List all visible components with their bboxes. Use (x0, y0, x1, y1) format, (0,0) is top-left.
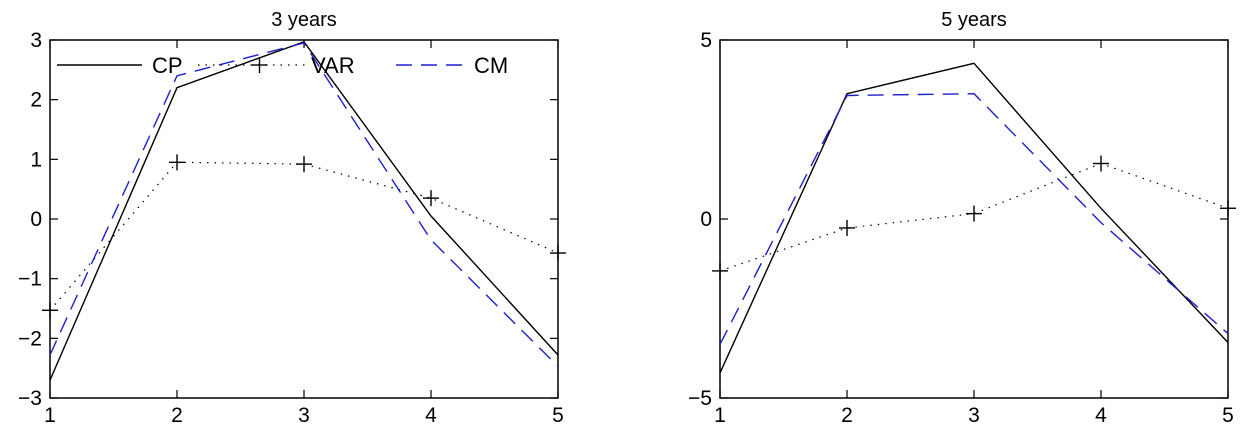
series-line-var (49, 161, 559, 311)
data-point-marker (550, 245, 566, 262)
data-point-marker (966, 205, 982, 222)
legend-label: VAR (311, 53, 355, 78)
data-point-marker (712, 262, 728, 279)
data-point-marker (1220, 200, 1236, 217)
y-tick-label: 0 (30, 208, 42, 231)
x-tick-label: 5 (552, 404, 564, 427)
x-tick-label: 5 (1222, 404, 1234, 427)
legend-label: CP (152, 53, 183, 78)
legend-label: CM (474, 53, 508, 78)
series-line-cp (49, 40, 559, 381)
panel-b: 5 years 1 2 3 4 5 5 0 −5 (688, 9, 1236, 427)
x-tick-label: 1 (44, 404, 56, 427)
x-tick-label: 3 (298, 404, 310, 427)
x-tick-label: 4 (425, 404, 437, 427)
data-point-marker (296, 156, 312, 173)
plot-frame (49, 39, 559, 399)
x-tick-label: 3 (968, 404, 980, 427)
y-tick-label: 3 (30, 29, 42, 52)
series-line-series-3 (719, 92, 1229, 345)
y-tick-label: −3 (18, 387, 42, 410)
y-tick-label: 1 (30, 148, 42, 171)
data-point-marker (839, 219, 855, 236)
y-tick-label: −5 (688, 387, 712, 410)
y-tick-label: 2 (30, 89, 42, 112)
y-tick-label: −2 (18, 327, 42, 350)
series-line-cm (49, 42, 559, 367)
x-tick-label: 2 (171, 404, 183, 427)
data-point-marker (1093, 155, 1109, 172)
y-tick-label: 5 (700, 29, 712, 52)
chart-title: 3 years (271, 9, 337, 31)
legend: CP VAR CM (57, 53, 508, 78)
x-tick-label: 4 (1095, 404, 1107, 427)
panel-a: 3 years 1 2 3 4 5 3 2 1 0 −1 −2 −3 CP VAR CM (18, 9, 566, 427)
series-line-series-1 (719, 62, 1229, 374)
data-point-marker (423, 190, 439, 207)
data-point-marker (169, 154, 185, 171)
y-tick-label: −1 (18, 268, 42, 291)
data-point-marker (42, 302, 58, 319)
x-tick-label: 2 (841, 404, 853, 427)
y-tick-label: 0 (700, 208, 712, 231)
chart-title: 5 years (941, 9, 1007, 31)
x-tick-label: 1 (714, 404, 726, 427)
series-line-series-2 (719, 162, 1229, 272)
